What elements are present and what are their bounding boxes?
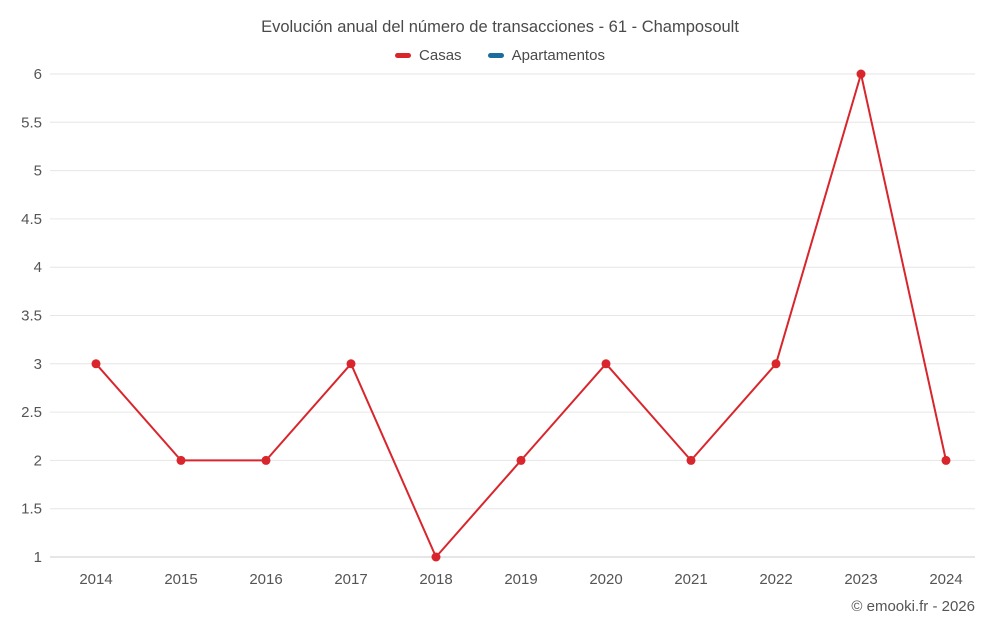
- y-axis-tick-label: 5: [34, 163, 42, 180]
- y-axis-tick-label: 2.5: [21, 404, 42, 421]
- data-point[interactable]: [941, 455, 951, 465]
- x-axis-tick-label: 2023: [844, 571, 877, 588]
- x-axis-tick-label: 2014: [79, 571, 112, 588]
- x-axis-tick-label: 2022: [759, 571, 792, 588]
- apartamentos-series-swatch-icon: [487, 53, 504, 58]
- y-axis-tick-label: 3: [34, 356, 42, 373]
- x-axis-tick-label: 2021: [674, 571, 707, 588]
- x-axis-tick-label: 2020: [589, 571, 622, 588]
- y-axis-tick-label: 3.5: [21, 308, 42, 325]
- data-point[interactable]: [261, 455, 271, 465]
- data-point[interactable]: [431, 552, 441, 562]
- data-point[interactable]: [91, 359, 101, 369]
- x-axis-tick-label: 2024: [929, 571, 962, 588]
- y-axis-tick-label: 4: [34, 259, 42, 276]
- legend-item-apartamentos[interactable]: Apartamentos: [487, 47, 605, 64]
- x-axis-tick-label: 2015: [164, 571, 197, 588]
- x-axis-tick-label: 2019: [504, 571, 537, 588]
- legend-item-casas[interactable]: Casas: [395, 47, 462, 64]
- data-point[interactable]: [686, 455, 696, 465]
- data-point[interactable]: [771, 359, 781, 369]
- y-axis-tick-label: 2: [34, 452, 42, 469]
- x-axis-tick-label: 2017: [334, 571, 367, 588]
- copyright-text: © emooki.fr - 2026: [851, 598, 975, 615]
- legend-label-apartamentos: Apartamentos: [511, 47, 605, 64]
- legend-label-casas: Casas: [419, 47, 462, 64]
- y-axis-tick-label: 1.5: [21, 501, 42, 518]
- y-axis-tick-label: 6: [34, 66, 42, 83]
- y-axis-tick-label: 1: [34, 549, 42, 566]
- chart-legend: Casas Apartamentos: [0, 47, 1000, 64]
- y-axis-tick-label: 4.5: [21, 211, 42, 228]
- data-point[interactable]: [176, 455, 186, 465]
- x-axis-tick-label: 2016: [249, 571, 282, 588]
- data-point[interactable]: [856, 69, 866, 79]
- data-point[interactable]: [516, 455, 526, 465]
- data-point[interactable]: [346, 359, 356, 369]
- data-point[interactable]: [601, 359, 611, 369]
- x-axis-tick-label: 2018: [419, 571, 452, 588]
- chart-title: Evolución anual del número de transaccio…: [261, 18, 739, 36]
- y-axis-tick-label: 5.5: [21, 114, 42, 131]
- casas-series-swatch-icon: [395, 53, 412, 58]
